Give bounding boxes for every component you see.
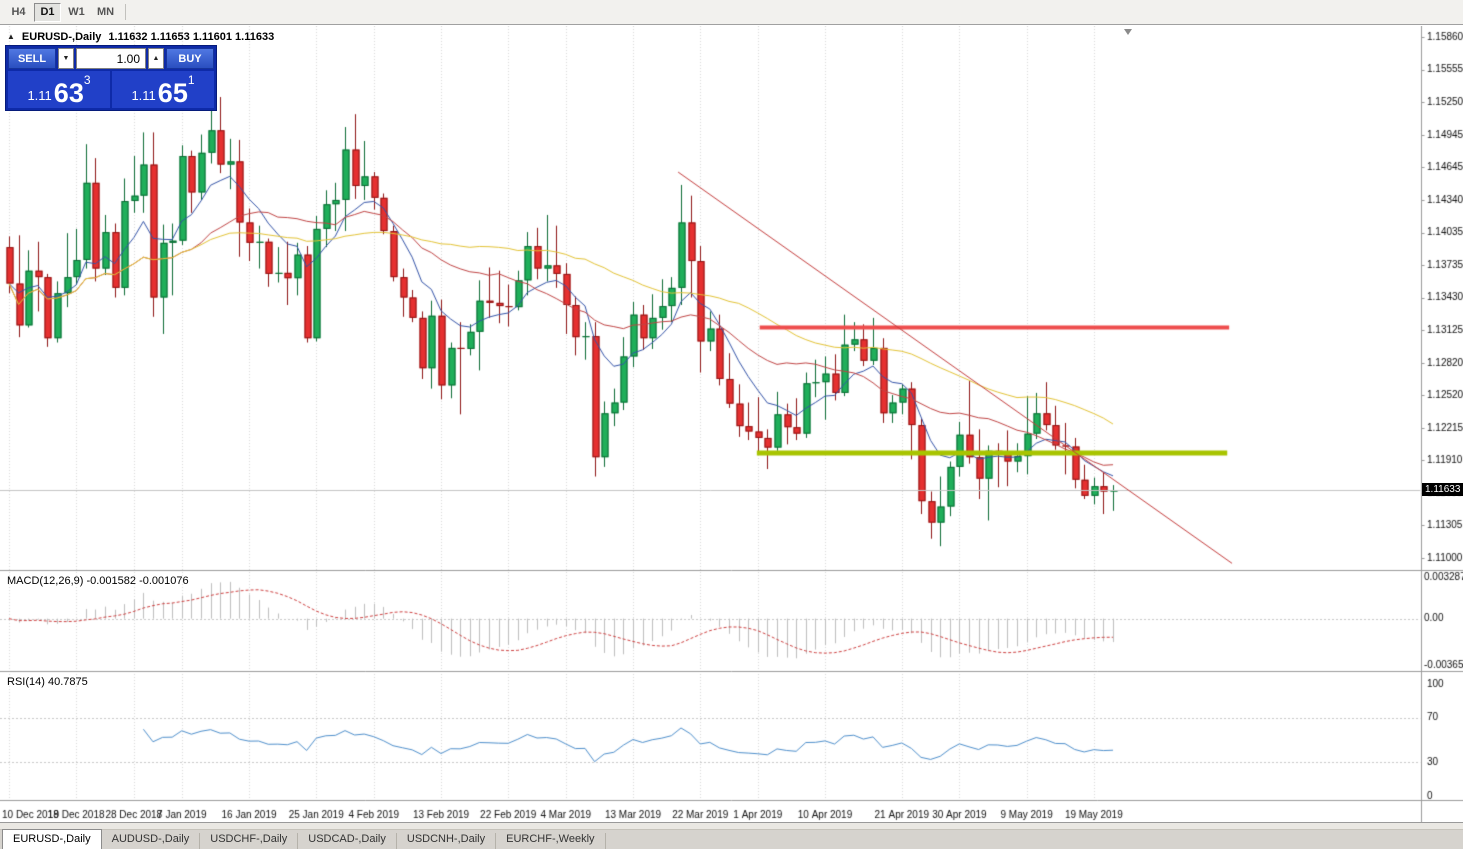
horizontal-scrollbar[interactable] (0, 823, 1463, 830)
timeframe-button-h4[interactable]: H4 (5, 3, 32, 22)
chart-tab-eurusd-daily[interactable]: EURUSD-,Daily (2, 829, 102, 849)
chart-tabs-bar: EURUSD-,Daily AUDUSD-,Daily USDCHF-,Daily U… (0, 829, 1463, 849)
one-click-controls-row: SELL ▼ ▲ BUY (8, 48, 214, 69)
chart-shift-marker-icon (1124, 29, 1132, 35)
volume-increase-button[interactable]: ▲ (148, 48, 164, 69)
timeframe-button-w1[interactable]: W1 (63, 3, 90, 22)
price-chart-canvas[interactable] (0, 26, 1463, 822)
chevron-up-icon: ▲ (152, 55, 160, 62)
one-click-toggle-icon[interactable]: ▲ (7, 32, 15, 41)
chart-tab-audusd-daily[interactable]: AUDUSD-,Daily (102, 833, 201, 849)
sell-button[interactable]: SELL (8, 48, 56, 69)
timeframe-button-mn[interactable]: MN (92, 3, 119, 22)
buy-price-main: 65 (157, 78, 188, 109)
buy-price-pip: 1 (187, 73, 195, 87)
volume-decrease-button[interactable]: ▼ (58, 48, 74, 69)
chart-tab-usdcad-daily[interactable]: USDCAD-,Daily (298, 833, 397, 849)
sell-price-main: 63 (53, 78, 84, 109)
chart-panel: ▲ EURUSD-,Daily 1.11632 1.11653 1.11601 … (0, 26, 1463, 822)
chart-tab-eurchf-weekly[interactable]: EURCHF-,Weekly (496, 833, 606, 849)
sell-price-pip: 3 (83, 73, 91, 87)
current-price-badge: 1.11633 (1422, 483, 1463, 496)
buy-price[interactable]: 1.11 65 1 (112, 71, 214, 108)
sell-price-base: 1.11 (27, 88, 52, 103)
bottom-bar: EURUSD-,Daily AUDUSD-,Daily USDCHF-,Daily U… (0, 822, 1463, 849)
macd-indicator-header: MACD(12,26,9) -0.001582 -0.001076 (7, 575, 189, 587)
rsi-indicator-header: RSI(14) 40.7875 (7, 676, 88, 688)
toolbar-separator (125, 4, 127, 20)
one-click-prices-row: 1.11 63 3 1.11 65 1 (8, 71, 214, 108)
chevron-down-icon: ▼ (62, 55, 70, 62)
chart-ohlc-header: ▲ EURUSD-,Daily 1.11632 1.11653 1.11601 … (7, 31, 274, 43)
chart-tab-usdcnh-daily[interactable]: USDCNH-,Daily (397, 833, 497, 849)
sell-price[interactable]: 1.11 63 3 (8, 71, 110, 108)
timeframe-button-d1[interactable]: D1 (34, 2, 61, 22)
chart-symbol-label: EURUSD-,Daily (21, 31, 102, 43)
buy-button[interactable]: BUY (166, 48, 214, 69)
chart-ohlc-values: 1.11632 1.11653 1.11601 1.11633 (108, 31, 275, 43)
buy-price-base: 1.11 (131, 88, 156, 103)
chart-tab-usdchf-daily[interactable]: USDCHF-,Daily (200, 833, 299, 849)
volume-input[interactable] (76, 48, 146, 69)
timeframe-toolbar: H4 D1 W1 MN (0, 0, 1463, 25)
